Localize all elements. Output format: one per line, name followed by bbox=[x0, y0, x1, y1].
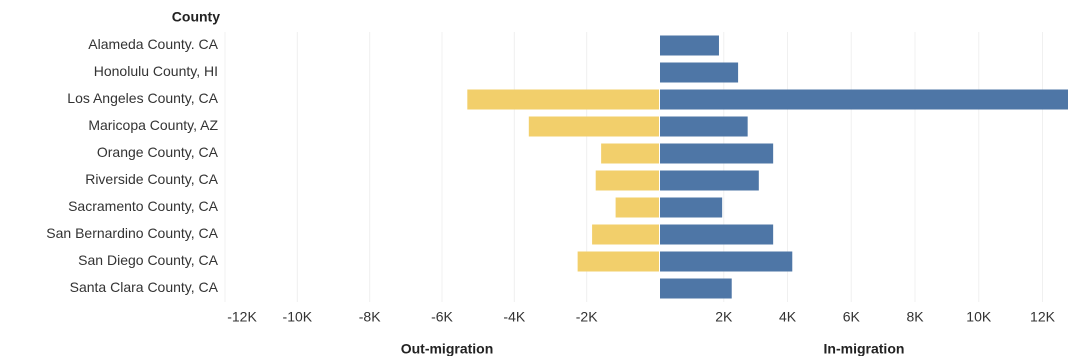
bar bbox=[660, 251, 793, 272]
bar bbox=[660, 143, 774, 164]
x-tick-label: 2K bbox=[715, 309, 733, 325]
axis-title: Out-migration bbox=[401, 341, 494, 356]
category-label: Los Angeles County, CA bbox=[67, 90, 218, 106]
category-label: Orange County, CA bbox=[97, 144, 219, 160]
bar bbox=[615, 197, 659, 218]
bar bbox=[660, 35, 719, 56]
bar bbox=[467, 89, 659, 110]
bar bbox=[660, 278, 732, 299]
x-tick-label: 8K bbox=[906, 309, 924, 325]
x-tick-label: -10K bbox=[283, 309, 313, 325]
bar bbox=[660, 224, 774, 245]
x-tick-label: -2K bbox=[576, 309, 598, 325]
category-label: San Diego County, CA bbox=[78, 252, 218, 268]
bar bbox=[660, 89, 1068, 110]
category-label: Santa Clara County, CA bbox=[70, 279, 219, 295]
category-label: Sacramento County, CA bbox=[68, 198, 219, 214]
bar bbox=[528, 116, 659, 137]
category-label: Maricopa County, AZ bbox=[88, 117, 218, 133]
x-tick-label: -12K bbox=[227, 309, 257, 325]
category-label: Honolulu County, HI bbox=[94, 63, 218, 79]
bar bbox=[660, 62, 739, 83]
x-tick-label: -8K bbox=[359, 309, 381, 325]
category-label: Alameda County. CA bbox=[88, 36, 218, 52]
bar bbox=[601, 143, 659, 164]
bar bbox=[660, 116, 748, 137]
bar bbox=[577, 251, 659, 272]
bar bbox=[660, 197, 723, 218]
x-tick-label: 4K bbox=[779, 309, 797, 325]
bar bbox=[592, 224, 659, 245]
x-tick-label: 10K bbox=[966, 309, 992, 325]
x-tick-label: -6K bbox=[431, 309, 453, 325]
category-label: Riverside County, CA bbox=[85, 171, 218, 187]
x-tick-label: 6K bbox=[843, 309, 861, 325]
x-tick-label: -4K bbox=[503, 309, 525, 325]
axis-title: In-migration bbox=[824, 341, 905, 356]
bar bbox=[595, 170, 659, 191]
bar bbox=[660, 170, 759, 191]
category-label: San Bernardino County, CA bbox=[46, 225, 218, 241]
x-tick-label: 12K bbox=[1030, 309, 1056, 325]
category-header: County bbox=[172, 9, 220, 25]
